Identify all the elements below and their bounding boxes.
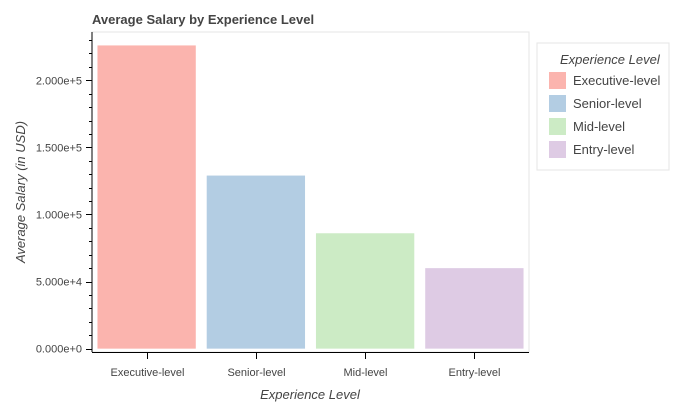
y-tick-label: 2.000e+5	[36, 75, 82, 87]
x-tick-label: Entry-level	[449, 367, 501, 379]
x-tick-label: Mid-level	[343, 367, 387, 379]
x-axis: Executive-level Senior-level Mid-level Entr…	[92, 352, 529, 379]
bar-executive-level	[97, 45, 196, 349]
bar-entry-level	[425, 268, 524, 349]
legend-item-label: Executive-level	[573, 73, 661, 88]
y-axis: 0.000e+0 5.000e+4 1.000e+5 1.500e+5 2.000e+5	[36, 32, 93, 356]
chart-title: Average Salary by Experience Level	[92, 12, 314, 27]
legend-swatch	[549, 141, 566, 158]
x-axis-label: Experience Level	[260, 387, 361, 402]
bar-mid-level	[315, 233, 415, 349]
legend-item-label: Senior-level	[573, 96, 642, 111]
legend: Experience Level Executive-level Senior-l…	[536, 42, 670, 171]
x-tick-label: Senior-level	[227, 367, 285, 379]
legend-swatch	[549, 72, 566, 89]
legend-swatch	[549, 95, 566, 112]
legend-title: Experience Level	[560, 52, 661, 67]
legend-item-label: Mid-level	[573, 119, 625, 134]
legend-item-label: Entry-level	[573, 142, 635, 157]
y-tick-label: 5.000e+4	[36, 277, 82, 289]
bar-senior-level	[206, 175, 306, 349]
y-axis-label: Average Salary (in USD)	[13, 121, 28, 264]
bars-group	[97, 45, 524, 349]
legend-swatch	[549, 118, 566, 135]
y-tick-label: 1.000e+5	[36, 209, 82, 221]
x-tick-label: Executive-level	[111, 367, 185, 379]
y-tick-label: 1.500e+5	[36, 142, 82, 154]
y-tick-label: 0.000e+0	[36, 344, 82, 356]
